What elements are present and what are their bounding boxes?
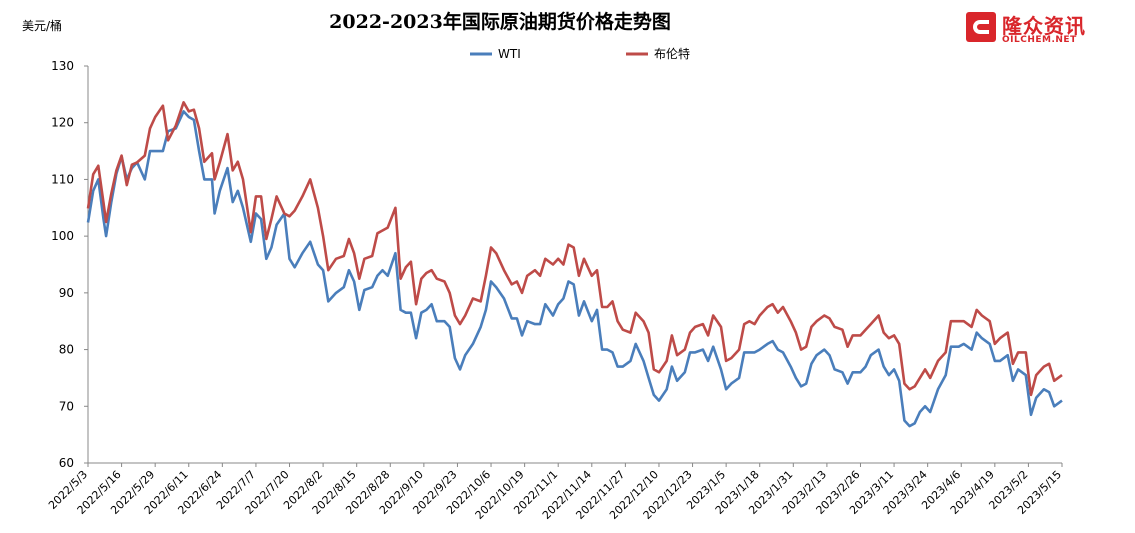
series-layer [86, 101, 1063, 428]
y-axis-label: 美元/桶 [22, 18, 62, 33]
legend-label: WTI [498, 47, 521, 61]
y-tick-label: 130 [51, 59, 74, 73]
logo-mark-icon [966, 12, 996, 42]
series-line-wti [86, 110, 1063, 428]
chart-title: 2022-2023年国际原油期货价格走势图 [329, 10, 671, 33]
y-tick-label: 100 [51, 229, 74, 243]
series-line-brent [86, 101, 1063, 397]
legend: WTI 布伦特 [470, 46, 690, 61]
y-tick-label: 90 [59, 286, 74, 300]
y-tick-label: 70 [59, 399, 74, 413]
y-tick-label: 60 [59, 456, 74, 470]
logo-domain: OILCHEM.NET [1002, 35, 1077, 45]
y-tick-label: 110 [51, 172, 74, 186]
y-tick-label: 120 [51, 116, 74, 130]
logo-text: 隆众资讯 [1002, 14, 1086, 38]
y-tick-label: 80 [59, 343, 74, 357]
legend-label: 布伦特 [654, 46, 690, 61]
logo: 隆众资讯 OILCHEM.NET [966, 10, 1106, 48]
